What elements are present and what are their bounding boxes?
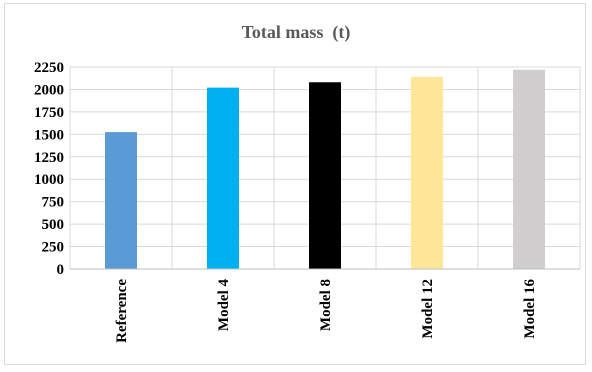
bar-model-8 bbox=[309, 82, 341, 269]
label-layer: 0 250 500 750 1000 1250 1500 1750 2000 2250 Refere… bbox=[34, 60, 538, 343]
y-tick-label: 250 bbox=[42, 240, 65, 256]
y-tick-label: 750 bbox=[42, 195, 65, 211]
y-tick-label: 1250 bbox=[34, 150, 64, 166]
y-tick-label: 2250 bbox=[34, 60, 64, 76]
bar-model-4 bbox=[207, 87, 239, 269]
y-tick-label: 1750 bbox=[34, 105, 64, 121]
bar-layer bbox=[105, 69, 545, 270]
chart-frame bbox=[4, 3, 586, 365]
y-tick-label: 500 bbox=[42, 217, 65, 233]
y-tick-label: 1500 bbox=[34, 127, 64, 143]
x-tick-label: Model 16 bbox=[522, 279, 538, 339]
x-tick-label: Model 8 bbox=[318, 279, 334, 331]
bar-model-12 bbox=[411, 76, 443, 270]
y-tick-label: 2000 bbox=[34, 82, 64, 98]
x-tick-label: Reference bbox=[114, 279, 130, 343]
x-tick-label: Model 12 bbox=[420, 279, 436, 339]
y-tick-label: 1000 bbox=[34, 172, 64, 188]
bar-model-16 bbox=[513, 69, 545, 270]
x-tick-label: Model 4 bbox=[216, 279, 232, 332]
bar-reference bbox=[105, 132, 137, 269]
y-tick-label: 0 bbox=[57, 262, 65, 278]
chart-title: Total mass (t) bbox=[241, 22, 351, 42]
